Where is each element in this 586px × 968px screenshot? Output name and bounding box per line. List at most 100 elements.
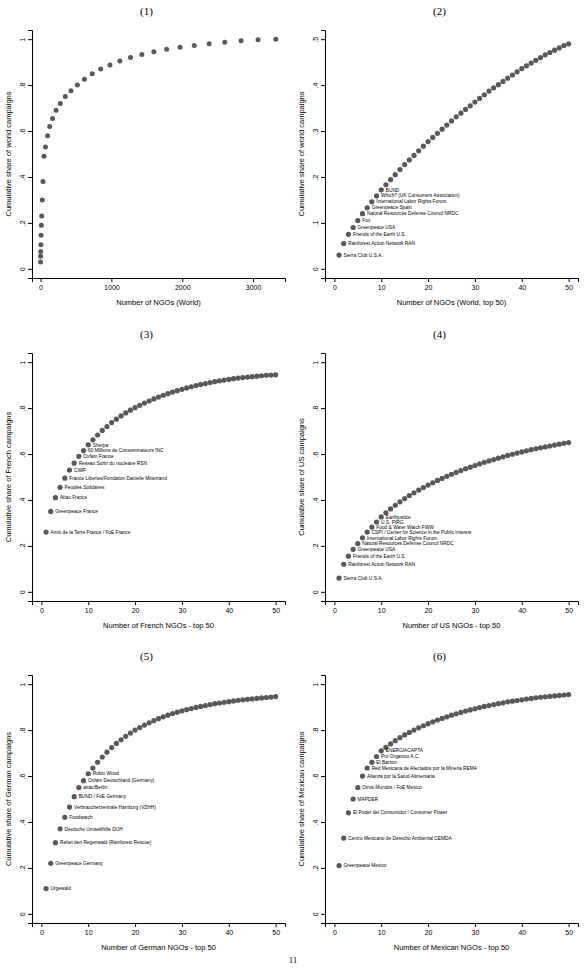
y-tick-label: .4 xyxy=(312,83,319,89)
point xyxy=(458,468,463,473)
point xyxy=(147,720,152,725)
x-tick: 40 xyxy=(225,601,233,614)
point xyxy=(38,259,43,264)
point xyxy=(72,794,77,799)
x-tick: 20 xyxy=(132,601,140,614)
point xyxy=(259,373,264,378)
x-tick-label: 1000 xyxy=(104,284,120,291)
page-number: 11 xyxy=(289,955,298,965)
point xyxy=(496,701,501,706)
point xyxy=(231,376,236,381)
point xyxy=(245,375,250,380)
x-axis: 01020304050 xyxy=(326,278,579,291)
x-tick: 20 xyxy=(132,923,140,936)
point xyxy=(39,233,44,238)
x-tick: 10 xyxy=(85,923,93,936)
x-tick: 0 xyxy=(40,923,44,936)
point xyxy=(170,711,175,716)
point xyxy=(369,199,374,204)
point xyxy=(109,745,114,750)
y-tick-label: 1 xyxy=(19,361,26,365)
point xyxy=(425,139,430,144)
x-axis-line xyxy=(326,279,579,283)
point xyxy=(566,440,571,445)
y-tick-label: .4 xyxy=(312,819,319,825)
point-label: Friends of the Earth U.S. xyxy=(353,554,406,559)
point xyxy=(360,773,365,778)
point-label: Sierra Club U.S.A. xyxy=(344,576,383,581)
x-tick: 10 xyxy=(85,601,93,614)
point xyxy=(468,103,473,108)
point xyxy=(139,52,144,57)
point xyxy=(245,697,250,702)
point xyxy=(58,485,63,490)
point xyxy=(43,886,48,891)
y-tick: .3 xyxy=(312,129,325,135)
x-axis: 01020304050 xyxy=(33,923,286,936)
y-tick-mark xyxy=(28,868,32,869)
x-tick-mark xyxy=(522,923,523,927)
point xyxy=(90,765,95,770)
point-label: MAPDER xyxy=(358,797,379,802)
point xyxy=(500,79,505,84)
y-tick-mark xyxy=(28,500,32,501)
y-tick-mark xyxy=(321,454,325,455)
point xyxy=(430,135,435,140)
point xyxy=(264,373,269,378)
x-axis: 01020304050 xyxy=(326,923,579,936)
point xyxy=(48,861,53,866)
x-tick: 40 xyxy=(518,278,526,291)
point-label: El Barzon xyxy=(376,760,397,765)
x-tick-label: 2000 xyxy=(175,284,191,291)
point-label: Otros Mundos / FoE Mexico xyxy=(362,785,422,790)
y-tick-label: .2 xyxy=(19,220,26,226)
point xyxy=(529,447,534,452)
point-label: Which? (UK Consumers Association) xyxy=(381,193,460,198)
point xyxy=(193,705,198,710)
point xyxy=(273,37,278,42)
y-tick-label: .2 xyxy=(312,174,319,180)
point-label: Greenpeace France xyxy=(55,509,98,514)
plot-area xyxy=(336,440,571,581)
x-tick: 0 xyxy=(39,278,43,291)
point xyxy=(212,701,217,706)
y-tick-mark xyxy=(321,362,325,363)
x-tick-label: 0 xyxy=(39,284,43,291)
point xyxy=(440,716,445,721)
point-label: Food & Water Watch FWW xyxy=(376,525,434,530)
y-tick-mark xyxy=(28,223,32,224)
point xyxy=(250,374,255,379)
point xyxy=(407,157,412,162)
x-tick-label: 20 xyxy=(425,929,433,936)
point xyxy=(231,698,236,703)
point xyxy=(100,428,105,433)
y-tick: .4 xyxy=(312,83,325,89)
x-tick: 30 xyxy=(472,601,480,614)
point xyxy=(547,50,552,55)
y-tick: .6 xyxy=(312,452,325,458)
point xyxy=(100,754,105,759)
x-tick-mark xyxy=(135,923,136,927)
x-tick-label: 0 xyxy=(333,929,337,936)
x-axis-line xyxy=(33,602,286,606)
point xyxy=(217,378,222,383)
point-label: Friends of the Earth U.S. xyxy=(353,232,406,237)
x-tick-mark xyxy=(135,601,136,605)
point xyxy=(38,242,43,247)
y-tick-label: 1 xyxy=(312,683,319,687)
point xyxy=(561,692,566,697)
y-tick-mark xyxy=(321,223,325,224)
y-tick-label: 0 xyxy=(312,912,319,916)
point xyxy=(416,148,421,153)
point xyxy=(107,62,112,67)
point xyxy=(39,214,44,219)
x-tick-mark xyxy=(253,278,254,282)
x-tick-mark xyxy=(569,923,570,927)
x-tick-label: 50 xyxy=(272,929,280,936)
y-axis: 0.2.4.6.81 xyxy=(312,676,326,924)
point xyxy=(360,535,365,540)
point xyxy=(472,100,477,105)
point xyxy=(449,118,454,123)
y-tick: .6 xyxy=(19,129,32,135)
point xyxy=(147,398,152,403)
